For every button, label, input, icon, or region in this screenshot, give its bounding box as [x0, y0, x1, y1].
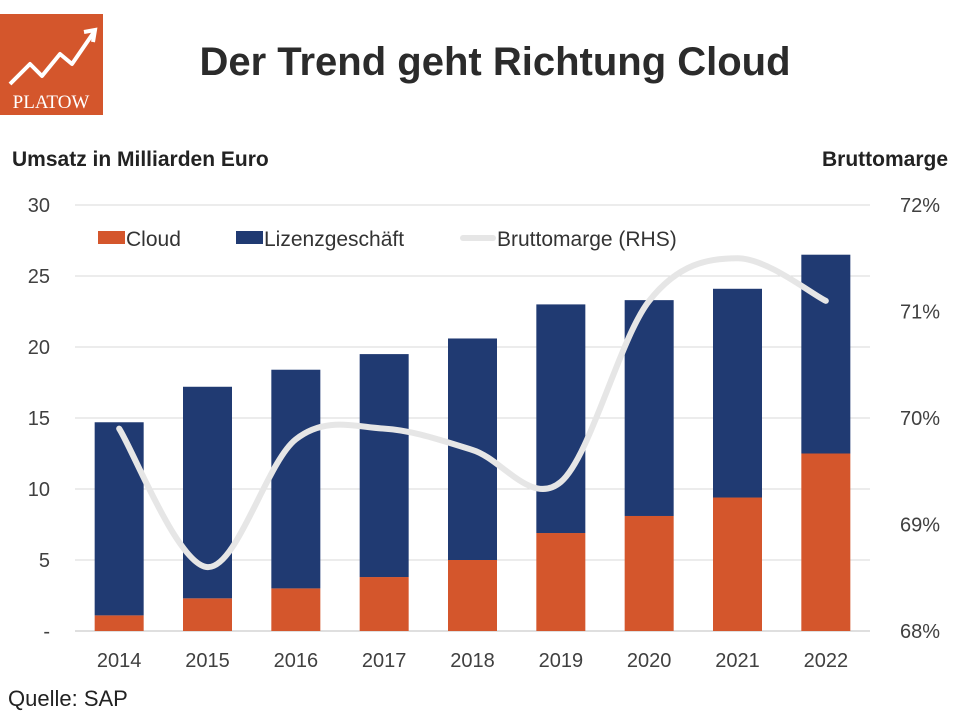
- bar-cloud: [624, 515, 674, 631]
- y-axis-right-tick-label: 69%: [900, 515, 940, 537]
- y-axis-right-tick-label: 70%: [900, 408, 940, 430]
- x-axis-tick-label: 2015: [185, 650, 230, 672]
- y-axis-right-tick-label: 71%: [900, 302, 940, 324]
- y-axis-left-tick-label: 20: [28, 337, 50, 359]
- platow-logo: PLATOW: [0, 14, 103, 115]
- bar-lizenzgesch-ft: [713, 288, 762, 498]
- logo-text: PLATOW: [13, 92, 90, 113]
- x-axis-tick-label: 2018: [450, 650, 495, 672]
- y-axis-left-tick-label: 15: [28, 408, 50, 430]
- x-axis-tick-label: 2016: [274, 650, 319, 672]
- legend-label: Bruttomarge (RHS): [497, 228, 677, 251]
- bar-cloud: [359, 577, 409, 631]
- source-note: Quelle: SAP: [8, 686, 128, 711]
- x-axis-tick-label: 2022: [804, 650, 849, 672]
- bar-lizenzgesch-ft: [359, 354, 409, 578]
- legend-label: Cloud: [126, 228, 181, 251]
- y-axis-right-tick-label: 68%: [900, 621, 940, 643]
- y-axis-left-tick-label: -: [43, 621, 50, 643]
- logo-arrow-head: [83, 27, 98, 43]
- bar-lizenzgesch-ft: [183, 386, 232, 599]
- x-axis-tick-label: 2017: [362, 650, 407, 672]
- y-axis-left-tick-label: 30: [28, 195, 50, 217]
- bar-lizenzgesch-ft: [624, 300, 674, 516]
- y-axis-left-tick-label: 25: [28, 266, 50, 288]
- bar-cloud: [536, 533, 586, 631]
- x-axis-tick-label: 2020: [627, 650, 672, 672]
- y-axis-left-tick-label: 10: [28, 479, 50, 501]
- bar-lizenzgesch-ft: [94, 422, 144, 616]
- legend-label: Lizenzgeschäft: [264, 228, 404, 251]
- bar-cloud: [448, 560, 497, 631]
- chart-title: Der Trend geht Richtung Cloud: [199, 40, 791, 84]
- y-axis-right-tick-label: 72%: [900, 195, 940, 217]
- bar-cloud: [801, 453, 851, 631]
- bar-cloud: [94, 615, 144, 631]
- bar-cloud: [271, 588, 321, 631]
- x-axis-tick-label: 2021: [715, 650, 760, 672]
- bar-lizenzgesch-ft: [801, 254, 851, 454]
- logo-trend-line: [8, 30, 96, 86]
- legend-swatch: [98, 231, 125, 244]
- x-axis-tick-label: 2019: [539, 650, 584, 672]
- y-axis-left-tick-label: 5: [39, 550, 50, 572]
- y-axis-right-label: Bruttomarge: [821, 148, 948, 171]
- y-axis-left-label: Umsatz in Milliarden Euro: [12, 148, 269, 171]
- bar-cloud: [183, 598, 232, 631]
- bar-lizenzgesch-ft: [536, 304, 586, 534]
- series-line-bruttomarge: [116, 255, 829, 571]
- bar-lizenzgesch-ft: [271, 369, 321, 589]
- x-axis-tick-label: 2014: [97, 650, 142, 672]
- bar-cloud: [713, 497, 762, 631]
- legend-swatch: [236, 231, 263, 244]
